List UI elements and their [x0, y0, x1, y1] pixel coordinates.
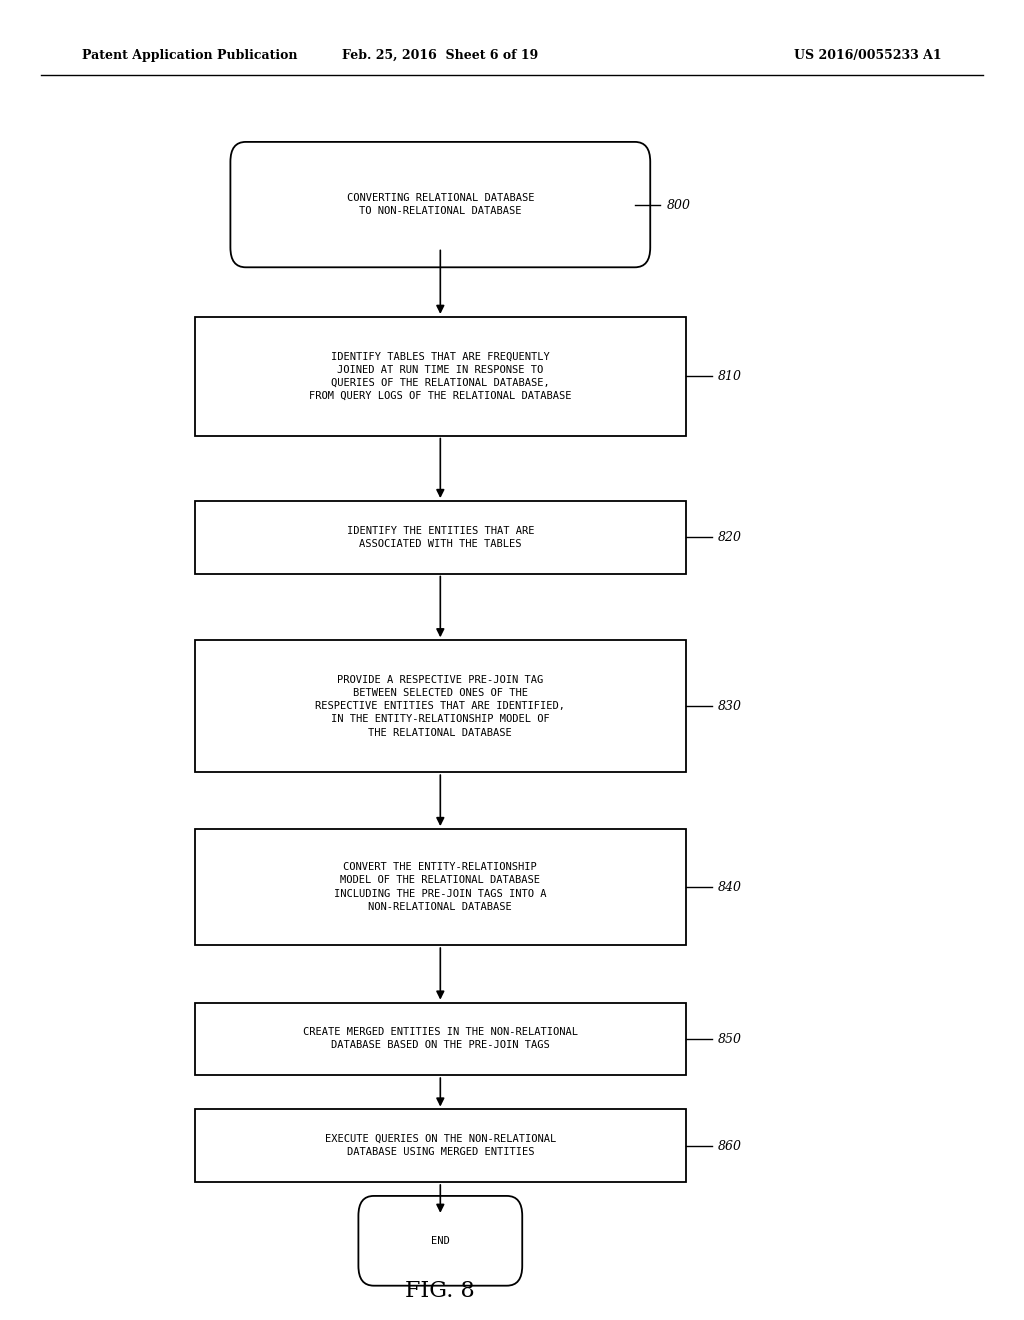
FancyBboxPatch shape [358, 1196, 522, 1286]
Text: CONVERT THE ENTITY-RELATIONSHIP
MODEL OF THE RELATIONAL DATABASE
INCLUDING THE P: CONVERT THE ENTITY-RELATIONSHIP MODEL OF… [334, 862, 547, 912]
Text: CONVERTING RELATIONAL DATABASE
TO NON-RELATIONAL DATABASE: CONVERTING RELATIONAL DATABASE TO NON-RE… [346, 193, 535, 216]
Text: Patent Application Publication: Patent Application Publication [82, 49, 297, 62]
Text: EXECUTE QUERIES ON THE NON-RELATIONAL
DATABASE USING MERGED ENTITIES: EXECUTE QUERIES ON THE NON-RELATIONAL DA… [325, 1134, 556, 1158]
Bar [195, 829, 686, 945]
Bar [195, 1109, 686, 1183]
Text: IDENTIFY THE ENTITIES THAT ARE
ASSOCIATED WITH THE TABLES: IDENTIFY THE ENTITIES THAT ARE ASSOCIATE… [346, 525, 535, 549]
Text: CREATE MERGED ENTITIES IN THE NON-RELATIONAL
DATABASE BASED ON THE PRE-JOIN TAGS: CREATE MERGED ENTITIES IN THE NON-RELATI… [303, 1027, 578, 1051]
Text: FIG. 8: FIG. 8 [406, 1280, 475, 1302]
Bar [195, 317, 686, 436]
Text: IDENTIFY TABLES THAT ARE FREQUENTLY
JOINED AT RUN TIME IN RESPONSE TO
QUERIES OF: IDENTIFY TABLES THAT ARE FREQUENTLY JOIN… [309, 351, 571, 401]
Text: PROVIDE A RESPECTIVE PRE-JOIN TAG
BETWEEN SELECTED ONES OF THE
RESPECTIVE ENTITI: PROVIDE A RESPECTIVE PRE-JOIN TAG BETWEE… [315, 675, 565, 738]
Text: $\mathregular{860}$: $\mathregular{860}$ [717, 1139, 742, 1152]
Text: $\mathregular{820}$: $\mathregular{820}$ [717, 531, 742, 544]
Bar [195, 500, 686, 573]
Text: END: END [431, 1236, 450, 1246]
Text: US 2016/0055233 A1: US 2016/0055233 A1 [795, 49, 942, 62]
Text: $\mathregular{840}$: $\mathregular{840}$ [717, 880, 742, 894]
Text: $\mathregular{810}$: $\mathregular{810}$ [717, 370, 742, 383]
Text: $\mathregular{830}$: $\mathregular{830}$ [717, 700, 742, 713]
Bar [195, 640, 686, 772]
Text: $\mathregular{850}$: $\mathregular{850}$ [717, 1032, 742, 1045]
Text: $\mathregular{800}$: $\mathregular{800}$ [666, 198, 691, 211]
Bar [195, 1003, 686, 1074]
FancyBboxPatch shape [230, 143, 650, 267]
Text: Feb. 25, 2016  Sheet 6 of 19: Feb. 25, 2016 Sheet 6 of 19 [342, 49, 539, 62]
